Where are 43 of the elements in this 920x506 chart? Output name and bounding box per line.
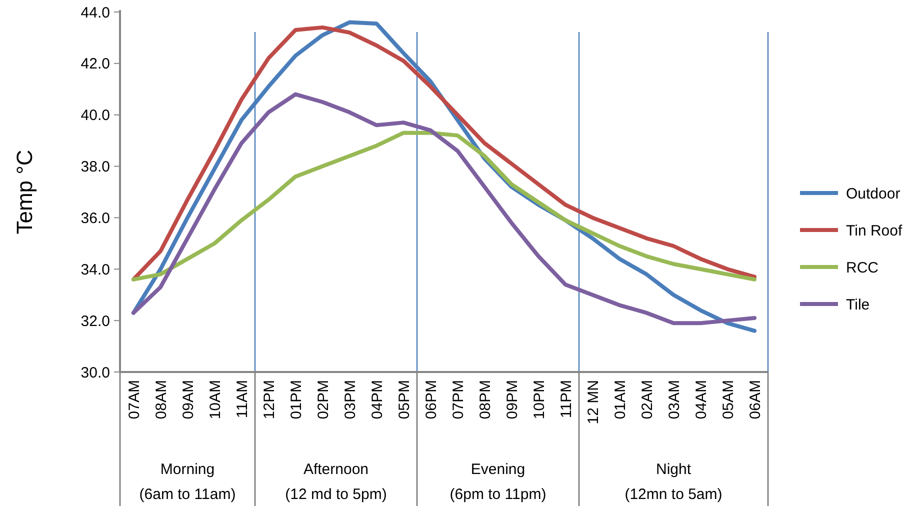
y-tick-label: 44.0 — [80, 4, 110, 22]
y-tick-label: 42.0 — [80, 56, 110, 73]
x-tick-label: 04PM — [368, 380, 386, 420]
y-axis-title: Temp °C — [12, 150, 37, 234]
x-tick-label: 07AM — [126, 380, 143, 420]
x-tick-label: 11PM — [558, 380, 575, 418]
x-tick-label: 02PM — [314, 380, 332, 420]
line-series — [132, 130, 756, 282]
x-tick-label: 05PM — [396, 380, 413, 420]
legend-label: Tile — [846, 296, 870, 314]
x-tick-label: 08PM — [476, 380, 494, 420]
x-tick-label: 12 MN — [584, 380, 602, 424]
x-tick-label: 11AM — [234, 380, 251, 418]
y-tick-label: 40.0 — [80, 107, 110, 124]
y-tick-label: 38.0 — [80, 158, 110, 176]
x-tick-label: 04AM — [692, 380, 710, 420]
x-tick-label: 09PM — [504, 380, 521, 420]
x-tick-label: 05AM — [720, 380, 737, 420]
x-tick-label: 10PM — [530, 380, 548, 420]
x-tick-label: 01AM — [612, 380, 629, 420]
y-tick-label: 32.0 — [80, 312, 110, 330]
x-tick-label: 03PM — [342, 380, 359, 420]
text: Evening (6pm to 11pm) — [450, 461, 546, 503]
text: Night (12mn to 5am) — [624, 461, 722, 503]
x-tick-label: 08AM — [152, 380, 170, 420]
x-tick-label: 03AM — [666, 380, 683, 420]
legend-label: RCC — [846, 259, 879, 276]
y-tick-label: 36.0 — [80, 210, 110, 227]
x-tick-label: 01PM — [288, 380, 305, 420]
line-series — [132, 92, 756, 326]
y-tick-label: 30.0 — [80, 364, 110, 382]
x-tick-label: 02AM — [638, 380, 656, 420]
text: Afternoon (12 md to 5pm) — [285, 461, 387, 503]
y-tick-label: 34.0 — [80, 261, 110, 278]
legend-label: Outdoor — [846, 185, 900, 202]
x-tick-label: 09AM — [180, 380, 197, 420]
x-tick-label: 12PM — [260, 380, 278, 420]
legend-label: Tin Roof — [846, 222, 903, 240]
x-tick-label: 06PM — [422, 380, 440, 420]
x-tick-label: 10AM — [206, 380, 224, 420]
x-tick-label: 07PM — [450, 380, 467, 420]
text: Morning (6am to 11am) — [139, 461, 236, 503]
x-tick-label: 06AM — [746, 380, 764, 420]
